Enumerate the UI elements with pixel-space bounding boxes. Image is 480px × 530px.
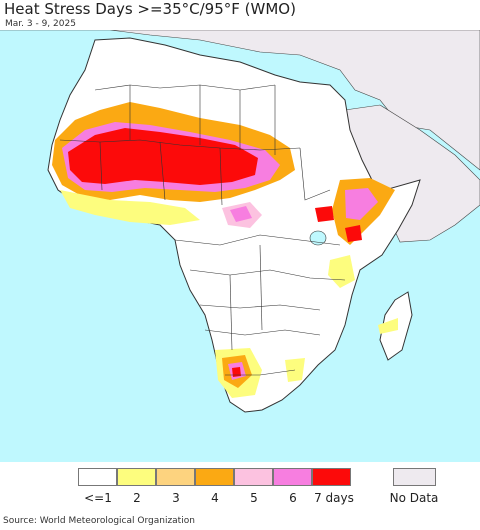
east-heat-yellow — [328, 255, 355, 288]
legend-swatch-1 — [78, 468, 117, 486]
legend-label-6: 6 — [289, 491, 297, 505]
horn-heat-red — [315, 206, 334, 222]
legend-swatch-4 — [195, 468, 234, 486]
guinea-coast-heat-yellow — [60, 190, 200, 225]
legend-label-2: 2 — [133, 491, 141, 505]
legend-label-3: 3 — [172, 491, 180, 505]
europe-no-data — [0, 30, 480, 171]
africa-map — [0, 30, 480, 462]
sahel-heat-red — [68, 128, 258, 185]
legend-swatch-2 — [117, 468, 156, 486]
legend-label-1: <=1 — [84, 491, 112, 505]
page-title: Heat Stress Days >=35°C/95°F (WMO) — [4, 0, 296, 18]
legend-swatch-no-data — [393, 468, 436, 486]
madagascar-heat-yellow — [378, 318, 398, 334]
country-borders — [59, 84, 346, 376]
horn-heat-red-2 — [345, 225, 362, 242]
legend-label-7: 7 days — [314, 491, 354, 505]
legend: <=1 2 3 4 5 6 7 days No Data — [0, 466, 480, 510]
legend-label-4: 4 — [211, 491, 219, 505]
date-range: Mar. 3 - 9, 2025 — [5, 19, 76, 29]
legend-swatch-3 — [156, 468, 195, 486]
legend-swatch-7 — [312, 468, 351, 486]
south-heat-red — [232, 367, 241, 377]
legend-label-5: 5 — [250, 491, 258, 505]
legend-swatch-6 — [273, 468, 312, 486]
central-heat-pink — [230, 206, 252, 222]
horn-heat-pink — [345, 188, 378, 220]
legend-label-no-data: No Data — [389, 491, 439, 505]
legend-swatch-5 — [234, 468, 273, 486]
source-credit: Source: World Meteorological Organizatio… — [3, 516, 195, 526]
